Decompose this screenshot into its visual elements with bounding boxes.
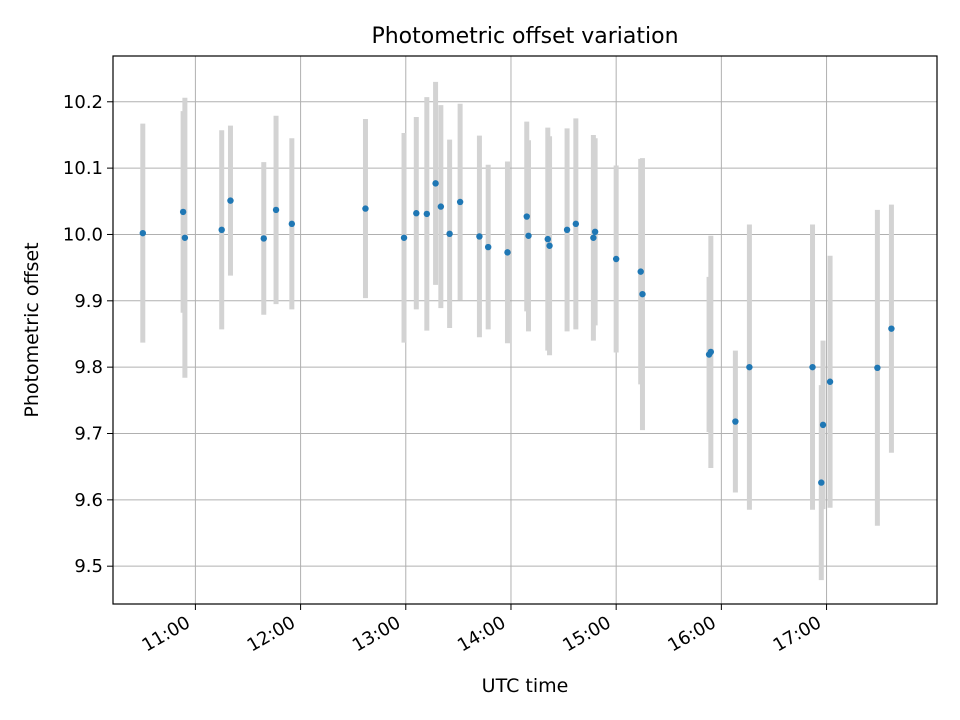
data-point: [888, 325, 895, 332]
data-point: [272, 206, 280, 214]
data-point: [227, 197, 234, 204]
data-point: [432, 180, 439, 187]
data-point: [362, 205, 369, 212]
chart-title: Photometric offset variation: [371, 24, 678, 49]
data-point: [413, 210, 420, 217]
data-point: [260, 235, 267, 242]
data-point: [826, 378, 834, 385]
y-tick-label: 9.6: [74, 490, 103, 511]
data-point: [437, 203, 445, 210]
y-tick-label: 9.7: [74, 423, 103, 444]
data-point: [732, 418, 739, 425]
data-point: [572, 220, 580, 228]
data-point: [476, 233, 483, 240]
data-point: [456, 198, 464, 206]
y-tick-label: 10.2: [63, 92, 103, 113]
data-point: [874, 364, 881, 372]
data-point: [423, 210, 431, 218]
data-point: [218, 226, 225, 234]
y-axis-label: Photometric offset: [21, 242, 43, 417]
y-tick-label: 10.0: [63, 224, 103, 245]
data-point: [523, 213, 530, 220]
data-point: [181, 234, 189, 241]
y-tick-label: 9.9: [74, 291, 103, 312]
data-point: [637, 268, 644, 275]
data-point: [746, 363, 753, 371]
data-point: [446, 230, 453, 238]
data-point: [819, 421, 827, 429]
data-point: [525, 232, 532, 239]
data-point: [591, 228, 599, 236]
data-point: [288, 220, 296, 228]
data-point: [563, 226, 571, 234]
data-point: [590, 234, 597, 241]
data-point: [546, 242, 553, 249]
data-point: [612, 255, 620, 263]
x-axis-label: UTC time: [482, 675, 569, 697]
data-point: [179, 208, 187, 216]
y-tick-label: 9.8: [74, 357, 103, 378]
data-point: [707, 348, 715, 356]
data-point: [400, 234, 408, 241]
data-point: [818, 479, 825, 486]
data-point: [484, 243, 492, 251]
plot-frame: [112, 55, 938, 605]
y-tick-label: 9.5: [74, 556, 103, 577]
data-point: [639, 290, 646, 298]
data-points: [139, 180, 895, 486]
y-tick-label: 10.1: [63, 158, 103, 179]
data-point: [809, 363, 816, 371]
data-point: [544, 235, 551, 243]
data-point: [139, 229, 147, 237]
data-point: [504, 249, 511, 256]
